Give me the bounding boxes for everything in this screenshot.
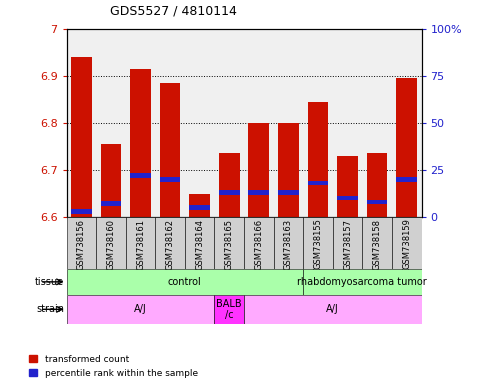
Bar [337,156,358,217]
Bar [130,173,151,178]
Bar [392,217,422,269]
Text: rhabdomyosarcoma tumor: rhabdomyosarcoma tumor [297,277,427,287]
Text: GSM738161: GSM738161 [136,218,145,270]
Text: GSM738163: GSM738163 [284,218,293,270]
Text: GSM738156: GSM738156 [77,218,86,270]
Bar [214,217,244,269]
Legend: transformed count, percentile rank within the sample: transformed count, percentile rank withi… [29,355,198,377]
Bar [101,202,121,206]
Bar [362,217,392,269]
Bar [308,181,328,185]
Bar [333,217,362,269]
Bar [219,154,240,217]
Bar [155,217,185,269]
Text: control: control [168,277,202,287]
Text: A/J: A/J [326,304,339,314]
Text: BALB
/c: BALB /c [216,298,242,320]
Bar [308,102,328,217]
Bar [396,177,417,182]
Text: GSM738165: GSM738165 [225,218,234,270]
Bar [367,200,387,204]
Bar [396,78,417,217]
Bar [67,295,214,324]
Text: GSM738159: GSM738159 [402,218,411,270]
Text: GSM738155: GSM738155 [314,218,322,270]
Bar [96,217,126,269]
Bar [303,217,333,269]
Bar [71,209,92,214]
Bar [219,190,240,195]
Bar [274,217,303,269]
Bar [189,194,210,217]
Bar [337,196,358,200]
Bar [244,217,274,269]
Text: GSM738162: GSM738162 [166,218,175,270]
Bar [71,57,92,217]
Text: GSM738158: GSM738158 [373,218,382,270]
Bar [101,144,121,217]
Bar [303,269,422,295]
Text: strain: strain [36,304,64,314]
Bar [160,83,180,217]
Bar [244,295,422,324]
Bar [67,217,96,269]
Text: GSM738157: GSM738157 [343,218,352,270]
Bar [248,123,269,217]
Text: tissue: tissue [35,277,64,287]
Bar [130,69,151,217]
Text: GSM738160: GSM738160 [106,218,115,270]
Text: GSM738164: GSM738164 [195,218,204,270]
Bar [248,190,269,195]
Bar [160,177,180,182]
Bar [185,217,214,269]
Bar [278,123,299,217]
Bar [126,217,155,269]
Bar [189,205,210,210]
Bar [67,269,303,295]
Bar [278,190,299,195]
Bar [214,295,244,324]
Text: GSM738166: GSM738166 [254,218,263,270]
Text: A/J: A/J [134,304,147,314]
Text: GDS5527 / 4810114: GDS5527 / 4810114 [109,4,237,17]
Bar [367,154,387,217]
